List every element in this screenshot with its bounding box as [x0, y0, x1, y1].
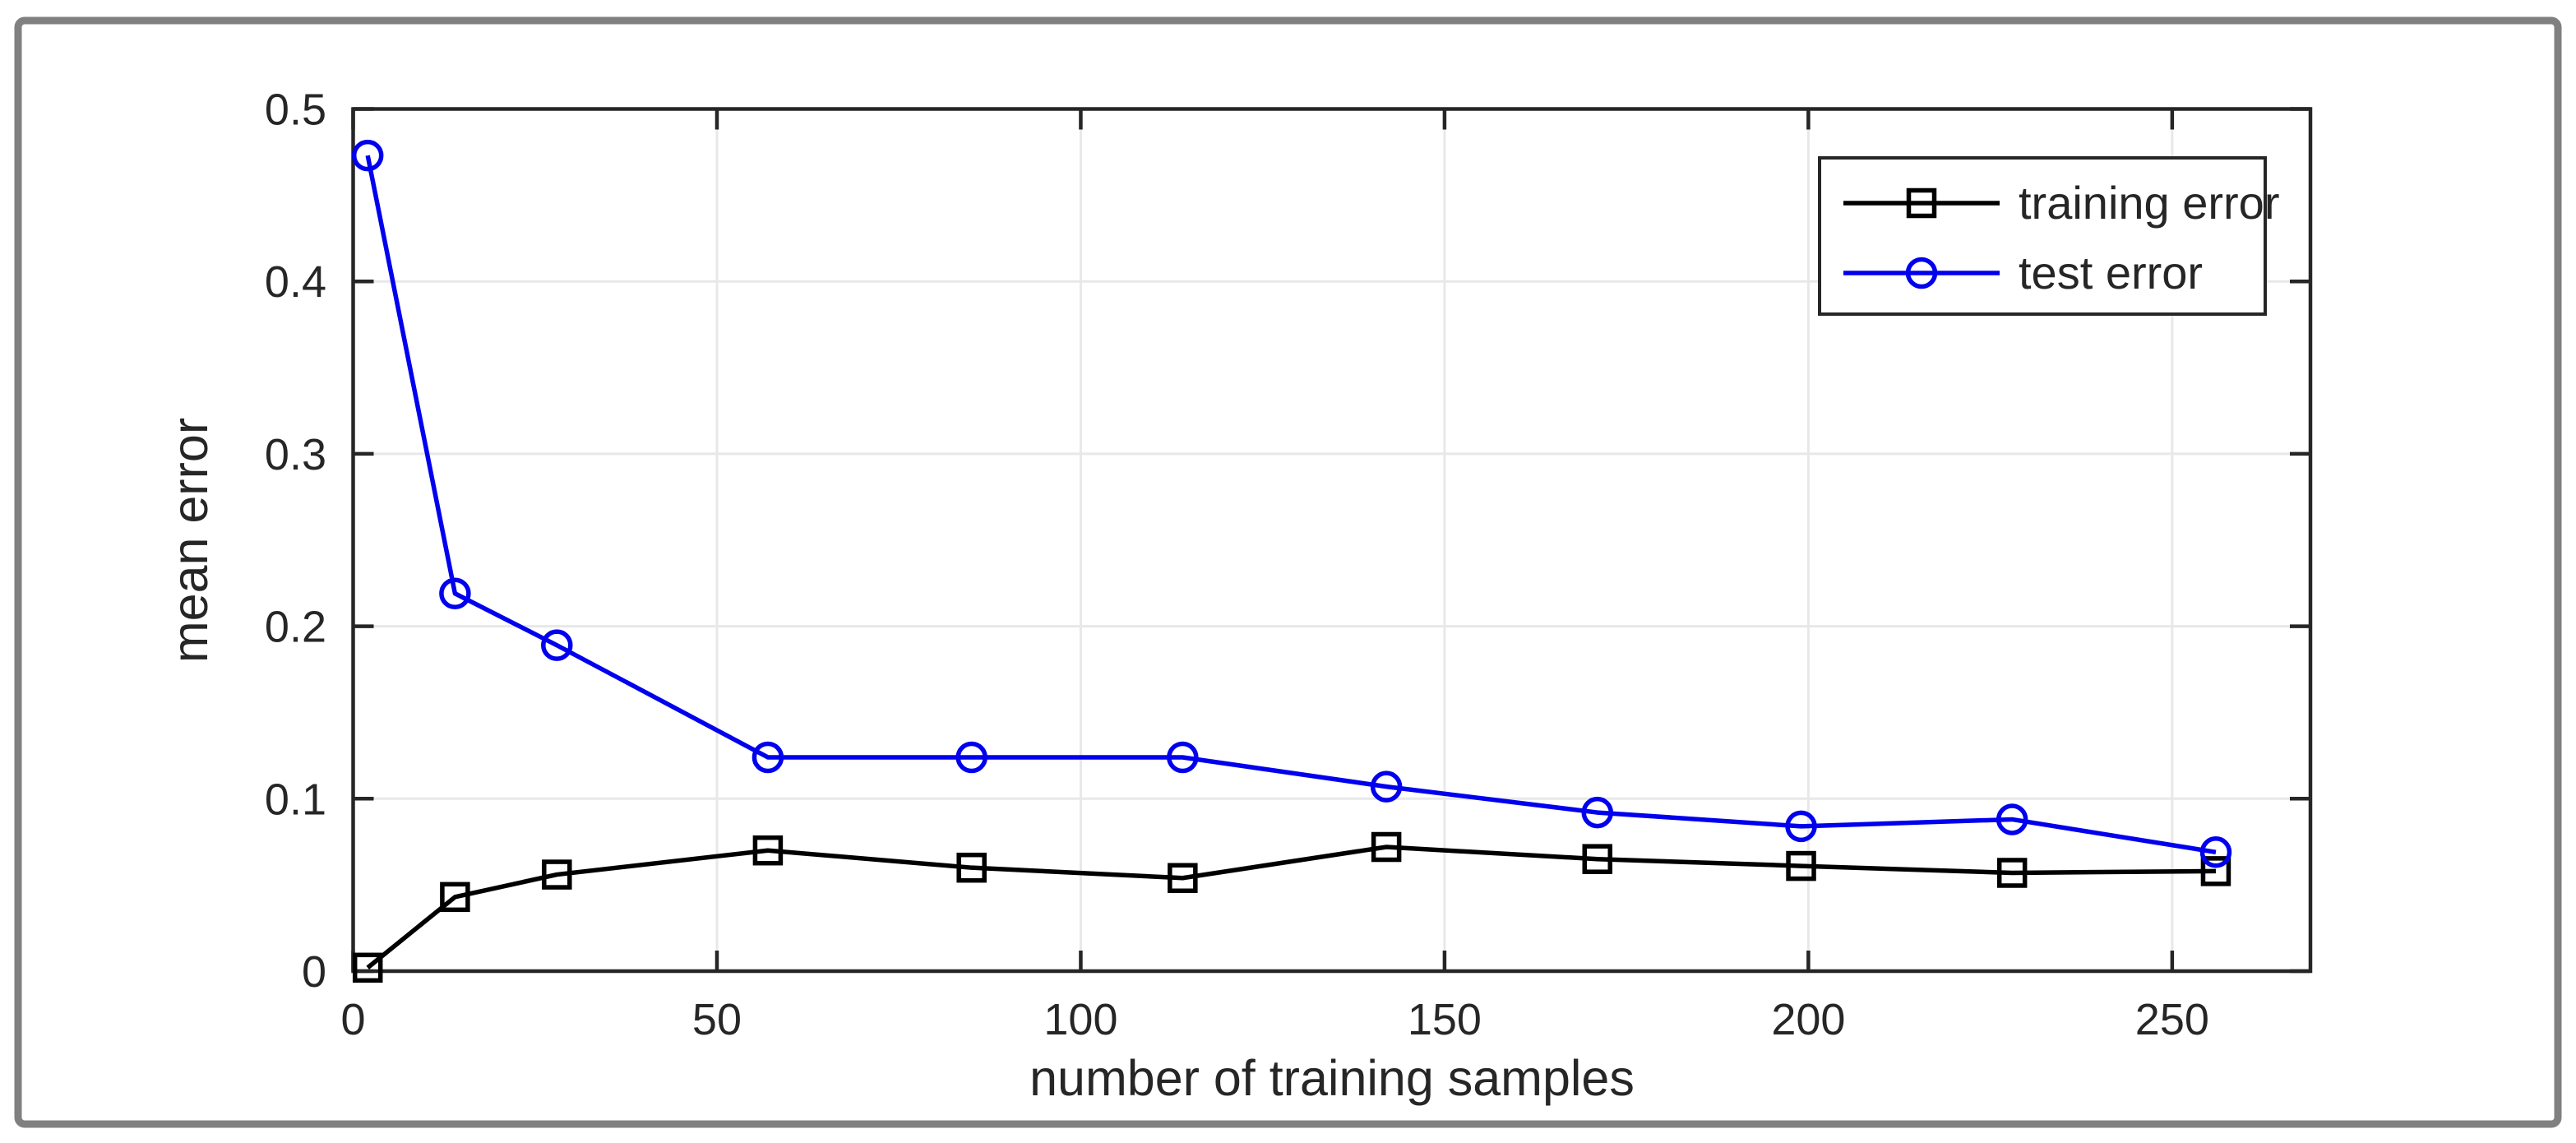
square-marker	[1906, 187, 1937, 219]
square-marker	[752, 835, 784, 866]
square-marker	[1168, 863, 1198, 894]
square-marker	[440, 882, 470, 913]
square-marker	[1371, 831, 1402, 863]
legend-samples	[1843, 187, 2000, 289]
y-tick-label: 0.5	[265, 86, 326, 135]
tick-labels: 0 50 100 150 200 250 0 0.1 0.2 0.3 0.4 0.5	[265, 86, 2209, 1045]
legend: training error test error	[1818, 156, 2279, 316]
circle-marker	[1370, 770, 1403, 803]
square-marker	[542, 859, 572, 890]
legend-label-training-error: training error	[2019, 177, 2279, 229]
circle-marker	[439, 577, 471, 610]
y-tick-label: 0.3	[265, 430, 326, 479]
circle-marker	[1905, 257, 1938, 289]
x-tick-label: 150	[1408, 995, 1482, 1044]
circle-marker	[1167, 741, 1199, 774]
plot-box	[351, 107, 2313, 974]
square-marker	[352, 952, 383, 983]
circle-marker	[351, 139, 384, 172]
circle-marker	[752, 741, 784, 774]
x-axis-label: number of training samples	[1029, 1050, 1635, 1106]
square-marker	[1786, 850, 1816, 882]
circle-marker	[1581, 796, 1614, 829]
circle-marker	[541, 629, 573, 661]
data-series	[351, 139, 2232, 983]
legend-box	[1818, 156, 2267, 316]
series-training-error	[352, 831, 2231, 983]
x-tick-label: 0	[340, 995, 365, 1044]
y-tick-label: 0.1	[265, 775, 326, 824]
y-axis-label: mean error	[162, 418, 218, 663]
legend-label-test-error: test error	[2019, 247, 2203, 298]
y-tick-label: 0.4	[265, 257, 326, 307]
x-tick-label: 50	[692, 995, 742, 1044]
x-tick-label: 200	[1771, 995, 1845, 1044]
square-marker	[1996, 858, 2028, 888]
circle-marker	[1996, 803, 2028, 835]
circle-marker	[2199, 836, 2232, 868]
circle-marker	[955, 741, 987, 774]
series-line	[365, 155, 2217, 855]
square-marker	[956, 852, 987, 883]
x-tick-label: 250	[2135, 995, 2209, 1044]
x-tick-label: 100	[1043, 995, 1117, 1044]
y-tick-label: 0.2	[265, 603, 326, 652]
square-marker	[1582, 844, 1613, 874]
square-marker	[2200, 856, 2231, 886]
series-line	[366, 845, 2216, 969]
series-test-error	[351, 139, 2232, 868]
circle-marker	[1785, 810, 1817, 843]
y-tick-label: 0	[302, 947, 326, 997]
